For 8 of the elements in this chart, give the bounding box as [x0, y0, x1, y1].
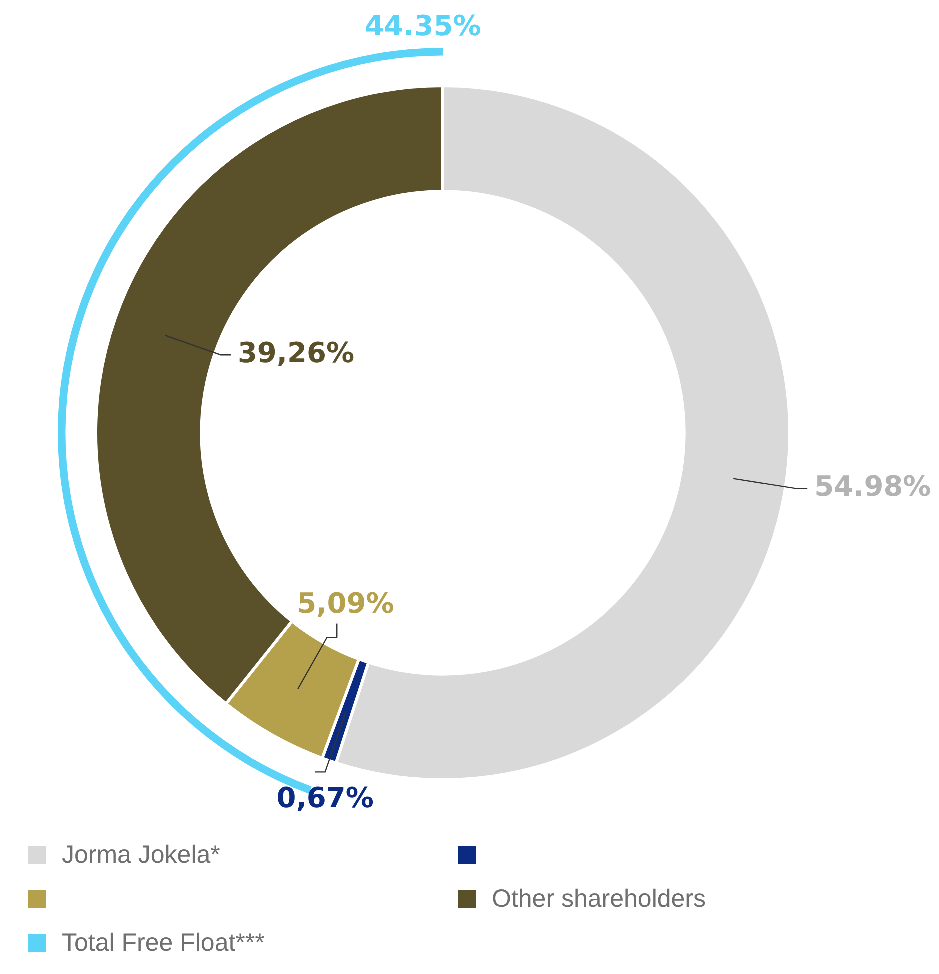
data-label: 54.98%: [814, 470, 932, 504]
data-label: 44.35%: [364, 9, 482, 42]
legend-label: Other shareholders: [492, 884, 706, 914]
legend-label: Total Free Float***: [62, 928, 265, 958]
legend-label: Jorma Jokela*: [62, 840, 220, 870]
data-label: 39,26%: [238, 336, 355, 370]
data-label: 0,67%: [276, 781, 374, 814]
data-label: 5,09%: [297, 587, 394, 620]
